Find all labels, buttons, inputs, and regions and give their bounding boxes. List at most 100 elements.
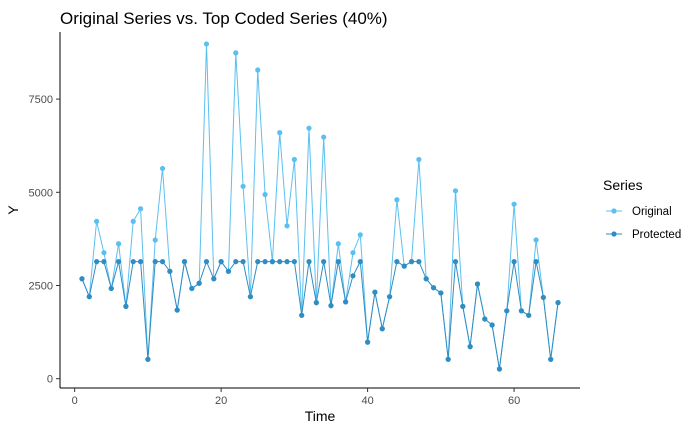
data-point-protected xyxy=(225,268,232,274)
data-point-protected xyxy=(321,259,327,265)
data-point-protected xyxy=(357,259,363,265)
x-ticks: 0 20 40 60 xyxy=(72,388,520,407)
legend-label-original: Original xyxy=(632,206,672,218)
data-point-protected xyxy=(460,303,466,309)
chart-title: Original Series vs. Top Coded Series (40… xyxy=(60,9,388,28)
data-point-protected xyxy=(365,339,371,345)
data-point-original xyxy=(101,250,107,256)
legend-item-original: Original xyxy=(606,206,672,218)
data-point-original xyxy=(233,50,239,56)
data-point-protected xyxy=(145,356,151,362)
data-point-protected xyxy=(152,259,158,265)
data-point-protected xyxy=(269,259,275,265)
data-point-original xyxy=(306,125,312,131)
data-point-original xyxy=(452,188,459,194)
data-point-protected xyxy=(430,285,437,291)
data-point-protected xyxy=(445,356,451,362)
data-point-protected xyxy=(489,322,495,328)
data-point-protected xyxy=(386,294,393,300)
series-layer xyxy=(79,41,561,372)
data-point-protected xyxy=(115,259,122,265)
data-point-protected xyxy=(218,259,224,265)
data-point-protected xyxy=(504,308,510,314)
data-point-protected xyxy=(423,276,429,282)
data-point-protected xyxy=(262,259,268,265)
data-point-protected xyxy=(540,294,546,301)
y-tick-label: 5000 xyxy=(29,187,53,199)
data-point-original xyxy=(137,206,144,212)
data-point-protected xyxy=(189,285,195,292)
data-point-protected xyxy=(94,259,100,265)
x-tick-label: 40 xyxy=(361,395,373,407)
data-point-original xyxy=(277,130,283,136)
y-tick-label: 7500 xyxy=(29,94,53,106)
data-point-protected xyxy=(452,259,459,265)
data-point-protected xyxy=(555,300,561,306)
x-tick-label: 60 xyxy=(508,395,520,407)
data-point-protected xyxy=(372,289,378,295)
data-point-protected xyxy=(467,344,473,350)
data-point-protected xyxy=(240,259,246,265)
legend-items: Original Protected xyxy=(606,206,681,241)
data-point-original xyxy=(321,134,327,140)
data-point-protected xyxy=(526,312,532,318)
data-point-original xyxy=(350,250,356,256)
data-point-original xyxy=(284,223,290,229)
data-point-protected xyxy=(313,300,319,306)
data-point-original xyxy=(357,232,363,238)
data-point-protected xyxy=(203,259,210,265)
series-line-protected xyxy=(81,259,559,370)
data-point-original xyxy=(511,201,517,207)
data-point-protected xyxy=(306,259,312,265)
data-point-protected xyxy=(548,356,554,362)
data-point-original xyxy=(533,237,539,243)
data-point-protected xyxy=(401,263,407,269)
data-point-protected xyxy=(137,259,144,265)
legend: Series Original Protected xyxy=(603,177,681,241)
data-point-protected xyxy=(511,259,517,265)
data-point-protected xyxy=(255,259,261,265)
data-point-original xyxy=(130,218,136,224)
data-point-protected xyxy=(518,308,525,314)
data-point-protected xyxy=(408,259,415,265)
data-point-protected xyxy=(335,259,341,265)
data-point-protected xyxy=(533,259,539,265)
data-point-original xyxy=(203,41,210,47)
data-point-protected xyxy=(196,280,202,286)
data-point-protected xyxy=(350,273,356,279)
data-point-original xyxy=(291,156,297,163)
data-point-protected xyxy=(130,259,136,265)
data-point-protected xyxy=(123,303,129,309)
data-point-protected xyxy=(438,290,444,296)
data-point-protected xyxy=(482,316,488,322)
data-point-protected xyxy=(247,294,254,300)
data-point-original xyxy=(255,67,261,73)
data-point-original xyxy=(262,191,268,198)
data-point-protected xyxy=(86,294,92,300)
legend-item-protected: Protected xyxy=(606,229,681,241)
data-point-protected xyxy=(496,366,503,372)
x-tick-label: 20 xyxy=(215,395,227,407)
data-point-protected xyxy=(159,259,166,265)
y-tick-label: 2500 xyxy=(29,280,53,292)
data-point-protected xyxy=(167,268,173,274)
data-point-protected xyxy=(416,259,422,265)
data-point-protected xyxy=(79,276,85,282)
data-point-protected xyxy=(174,307,180,313)
plot-area: 0 20 40 60 0 2500 5000 7500 xyxy=(29,32,580,407)
y-tick-label: 0 xyxy=(47,374,53,386)
data-point-protected xyxy=(211,276,217,282)
y-axis-title: Y xyxy=(5,205,21,215)
data-point-original xyxy=(152,237,158,243)
data-point-protected xyxy=(474,281,481,287)
data-point-protected xyxy=(284,259,290,265)
data-point-original xyxy=(335,241,341,247)
data-point-protected xyxy=(108,285,114,292)
y-ticks: 0 2500 5000 7500 xyxy=(29,94,60,386)
data-point-original xyxy=(240,183,246,189)
data-point-protected xyxy=(277,259,283,265)
data-point-protected xyxy=(233,259,239,265)
data-point-original xyxy=(159,165,166,172)
data-point-original xyxy=(394,197,400,203)
